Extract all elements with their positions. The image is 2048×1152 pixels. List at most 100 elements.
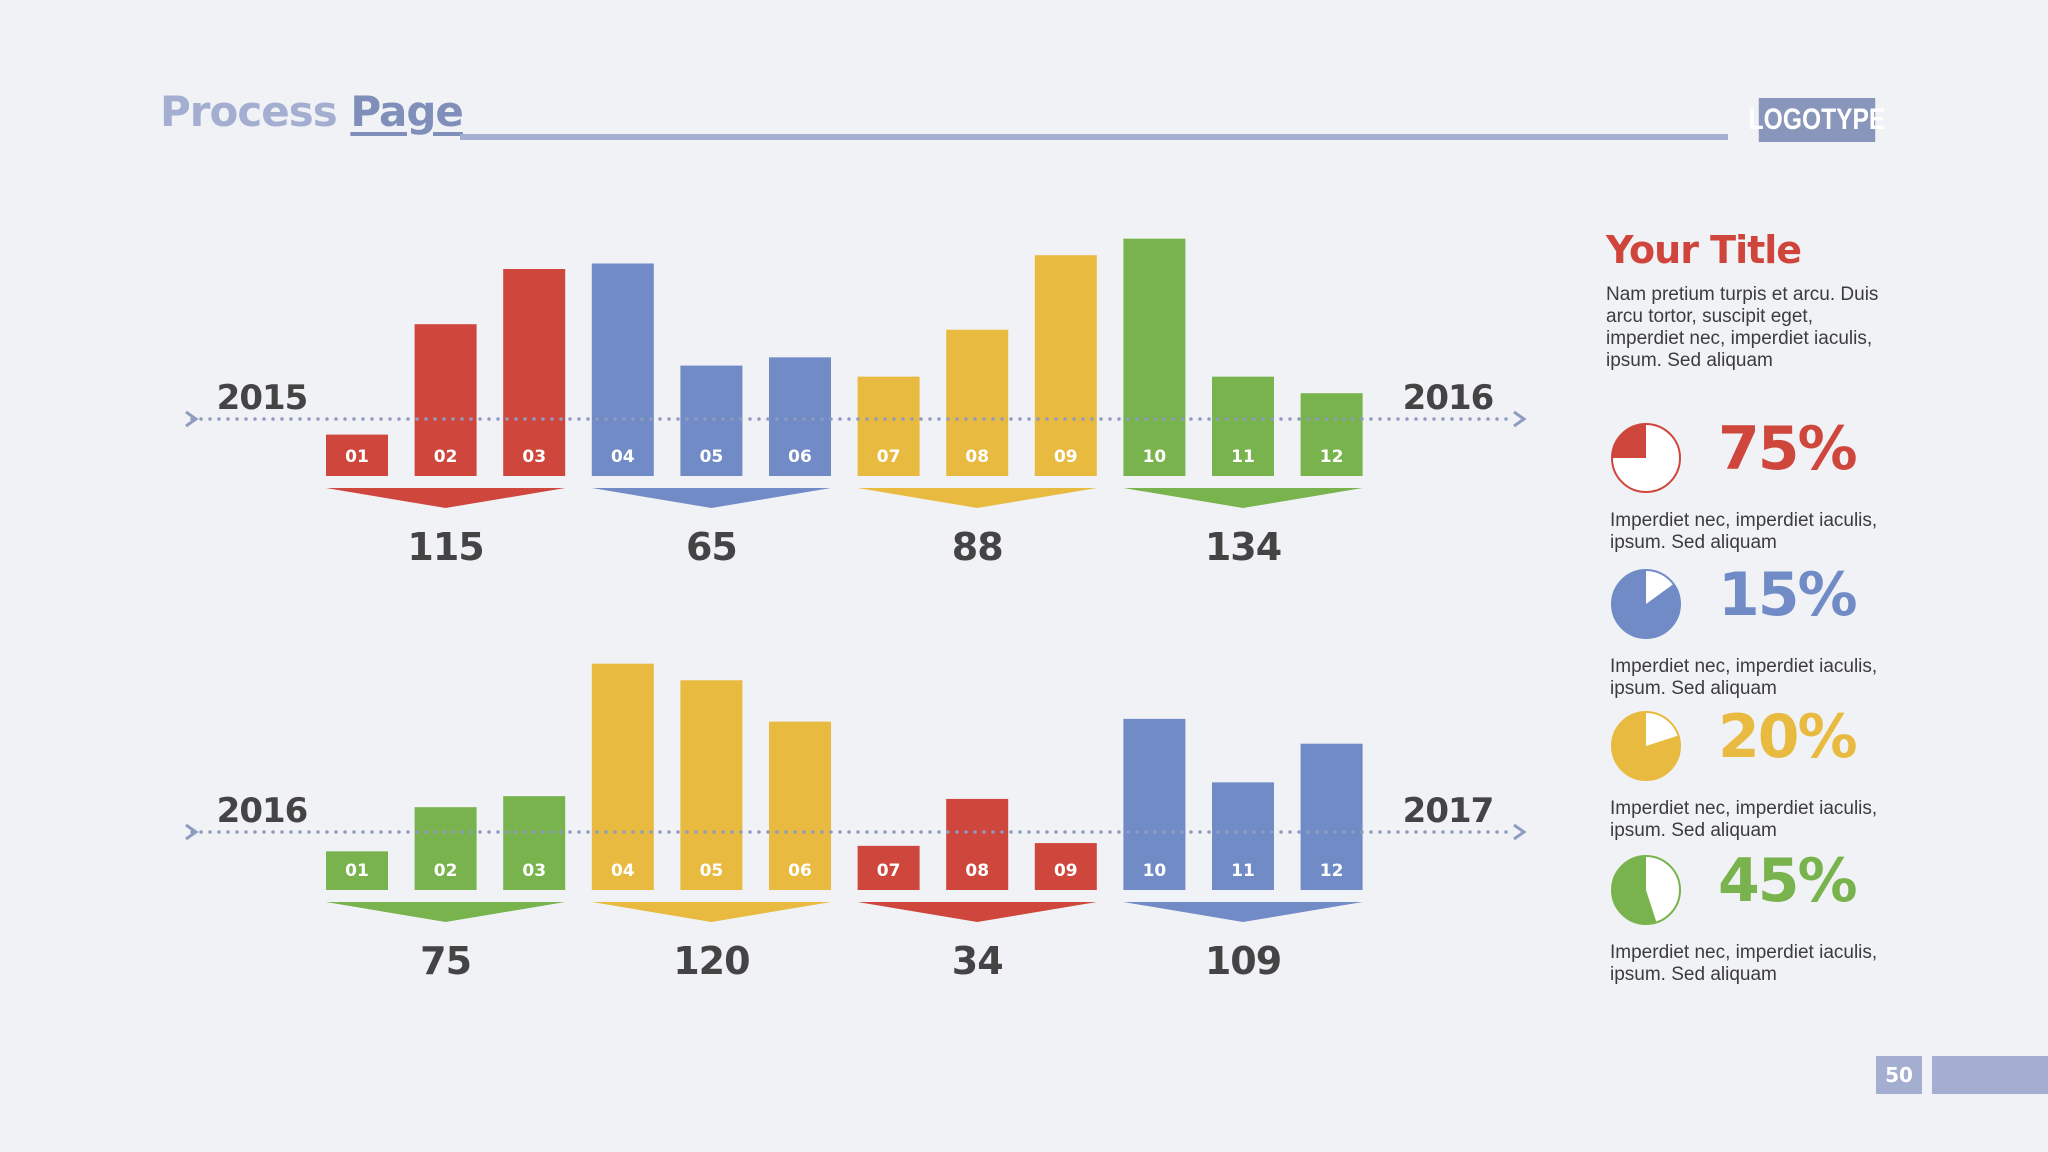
- header-rule: [460, 134, 1728, 140]
- group-total-label: 134: [1205, 525, 1281, 569]
- group-chevron: [857, 488, 1097, 508]
- group-chevron: [1123, 488, 1363, 508]
- chart-1: 01 02 03 04 05 06 07 08 09 10 11 12 2015 2016 115 65 88 1…: [185, 238, 1527, 569]
- group-total-label: 75: [420, 939, 471, 983]
- bar: [680, 680, 743, 890]
- group-total-label: 115: [407, 525, 483, 569]
- bar-category-label: 03: [522, 447, 546, 467]
- bar-category-label: 06: [788, 861, 812, 881]
- bar: [1212, 376, 1274, 476]
- group-total-label: 120: [673, 939, 749, 983]
- page-bar: [1932, 1056, 2048, 1094]
- bar: [591, 663, 654, 890]
- bar: [769, 357, 831, 476]
- bar: [946, 329, 1009, 476]
- page-title-part2: Page: [350, 87, 464, 136]
- bar-category-label: 11: [1231, 447, 1255, 467]
- bar: [1300, 743, 1363, 890]
- bar: [326, 851, 388, 890]
- end-year-label: 2016: [1403, 378, 1494, 418]
- bar-category-label: 12: [1320, 861, 1344, 881]
- group-chevron: [326, 488, 566, 508]
- bar-category-label: 09: [1054, 861, 1078, 881]
- bar-category-label: 05: [700, 447, 724, 467]
- bar: [326, 434, 388, 476]
- group-chevron: [326, 902, 566, 922]
- bar-category-label: 01: [345, 861, 369, 881]
- bar: [414, 807, 477, 890]
- bar-category-label: 01: [345, 447, 369, 467]
- stat-percent: 15%: [1718, 560, 1858, 630]
- bar-category-label: 02: [434, 447, 458, 467]
- bar-category-label: 02: [434, 861, 458, 881]
- bar-category-label: 11: [1231, 861, 1255, 881]
- axis-end-arrow: [1513, 823, 1527, 841]
- bar-category-label: 12: [1320, 447, 1344, 467]
- bar-charts: 01 02 03 04 05 06 07 08 09 10 11 12 2015 2016 115 65 88 1…: [185, 238, 1527, 983]
- pie-slice: [1612, 712, 1680, 780]
- stat-caption: Imperdiet nec, imperdiet iaculis, ipsum.…: [1610, 510, 1878, 553]
- bar: [946, 798, 1009, 890]
- pie-icon: [1611, 569, 1681, 639]
- bar-category-label: 03: [522, 861, 546, 881]
- bar: [414, 324, 477, 476]
- end-year-label: 2017: [1403, 791, 1494, 831]
- bar-category-label: 04: [611, 861, 635, 881]
- group-chevron: [1123, 902, 1363, 922]
- axis-end-arrow: [1513, 410, 1527, 428]
- bar-category-label: 10: [1143, 447, 1167, 467]
- bar: [1034, 843, 1097, 890]
- bar-category-label: 08: [965, 447, 989, 467]
- pie-slice: [1612, 856, 1657, 924]
- bar: [503, 269, 566, 476]
- sidebar: Your Title Nam pretium turpis et arcu. D…: [1606, 228, 1936, 372]
- bar-category-label: 10: [1143, 861, 1167, 881]
- bar: [769, 721, 831, 890]
- bar: [857, 845, 920, 890]
- bar-category-label: 04: [611, 447, 635, 467]
- stat-caption: Imperdiet nec, imperdiet iaculis, ipsum.…: [1610, 656, 1878, 699]
- bar: [1300, 393, 1363, 476]
- group-chevron: [591, 488, 831, 508]
- bar-category-label: 05: [700, 861, 724, 881]
- page-title: Process Page: [160, 87, 464, 136]
- sidebar-title: Your Title: [1606, 228, 1802, 272]
- group-total-label: 109: [1205, 939, 1281, 983]
- logo: LOGOTYPE: [1749, 98, 1885, 142]
- stat-percent: 75%: [1718, 414, 1858, 484]
- bar-category-label: 06: [788, 447, 812, 467]
- bar-category-label: 09: [1054, 447, 1078, 467]
- pie-icon: [1611, 711, 1681, 781]
- bar: [1212, 782, 1274, 890]
- bar: [857, 376, 920, 476]
- group-total-label: 34: [952, 939, 1003, 983]
- pie-slice: [1612, 424, 1646, 458]
- axis-start-arrow: [185, 823, 199, 841]
- stat-caption: Imperdiet nec, imperdiet iaculis, ipsum.…: [1610, 942, 1878, 985]
- sidebar-description: Nam pretium turpis et arcu. Duis arcu to…: [1606, 284, 1879, 371]
- group-chevron: [591, 902, 831, 922]
- bar-category-label: 07: [877, 861, 901, 881]
- start-year-label: 2015: [217, 378, 308, 418]
- axis-start-arrow: [185, 410, 199, 428]
- pie-slice: [1612, 570, 1680, 638]
- bar-category-label: 07: [877, 447, 901, 467]
- bar: [1034, 255, 1097, 476]
- pie-icon: [1611, 423, 1681, 493]
- bar: [1123, 718, 1186, 890]
- page-title-part1: Process: [160, 87, 351, 136]
- page-number: 50: [1876, 1056, 1922, 1094]
- stat-percent: 45%: [1718, 846, 1858, 916]
- group-total-label: 88: [952, 525, 1003, 569]
- bar: [591, 263, 654, 476]
- group-chevron: [857, 902, 1097, 922]
- group-total-label: 65: [686, 525, 737, 569]
- stat-caption: Imperdiet nec, imperdiet iaculis, ipsum.…: [1610, 798, 1878, 841]
- pie-icon: [1611, 855, 1681, 925]
- bar-category-label: 08: [965, 861, 989, 881]
- start-year-label: 2016: [217, 791, 308, 831]
- bar: [1123, 238, 1186, 476]
- stat-percent: 20%: [1718, 702, 1858, 772]
- bar: [680, 365, 743, 476]
- chart-2: 01 02 03 04 05 06 07 08 09 10 11 12 2016 2017 75 120 34 1…: [185, 663, 1527, 983]
